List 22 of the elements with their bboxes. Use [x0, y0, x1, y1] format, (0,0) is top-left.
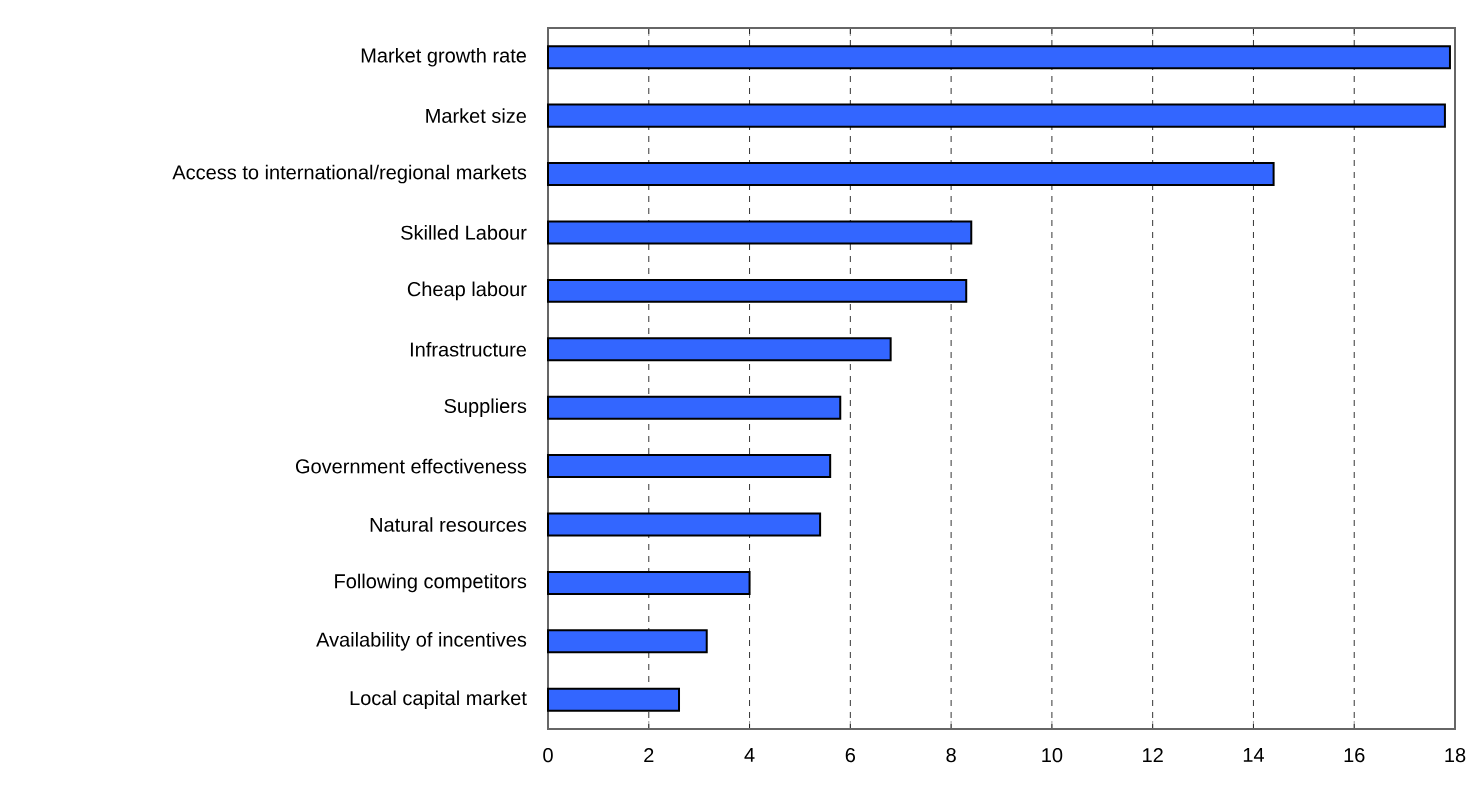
y-tick-label: Local capital market — [350, 690, 527, 710]
x-tick-label: 14 — [1243, 748, 1264, 762]
y-tick-label: Cheap labour — [407, 281, 527, 301]
x-tick-label: 10 — [1042, 748, 1063, 763]
y-tick-label: Suppliers — [444, 398, 527, 418]
y-tick-label: Following competitors — [335, 573, 527, 593]
x-tick-label: 8 — [946, 748, 956, 763]
y-tick-label: Access to international/regional markets — [172, 164, 527, 184]
x-tick-label: 18 — [1445, 748, 1466, 763]
y-tick-label: Infrastructure — [410, 341, 527, 357]
y-tick-label: Market growth rate — [361, 47, 527, 67]
x-tick-label: 12 — [1143, 748, 1163, 763]
y-tick-label: Skilled Labour — [401, 225, 527, 240]
x-tick-label: 2 — [644, 748, 654, 763]
y-tick-label: Market size — [426, 108, 527, 123]
y-tick-label: Government effectiveness — [295, 458, 527, 474]
x-tick-label: 16 — [1344, 748, 1365, 763]
x-tick-label: 4 — [744, 748, 755, 762]
x-tick-label: 0 — [543, 748, 553, 763]
y-tick-label: Natural resources — [370, 517, 527, 532]
x-tick-label: 6 — [845, 748, 856, 763]
y-tick-label: Availability of incentives — [316, 632, 527, 651]
